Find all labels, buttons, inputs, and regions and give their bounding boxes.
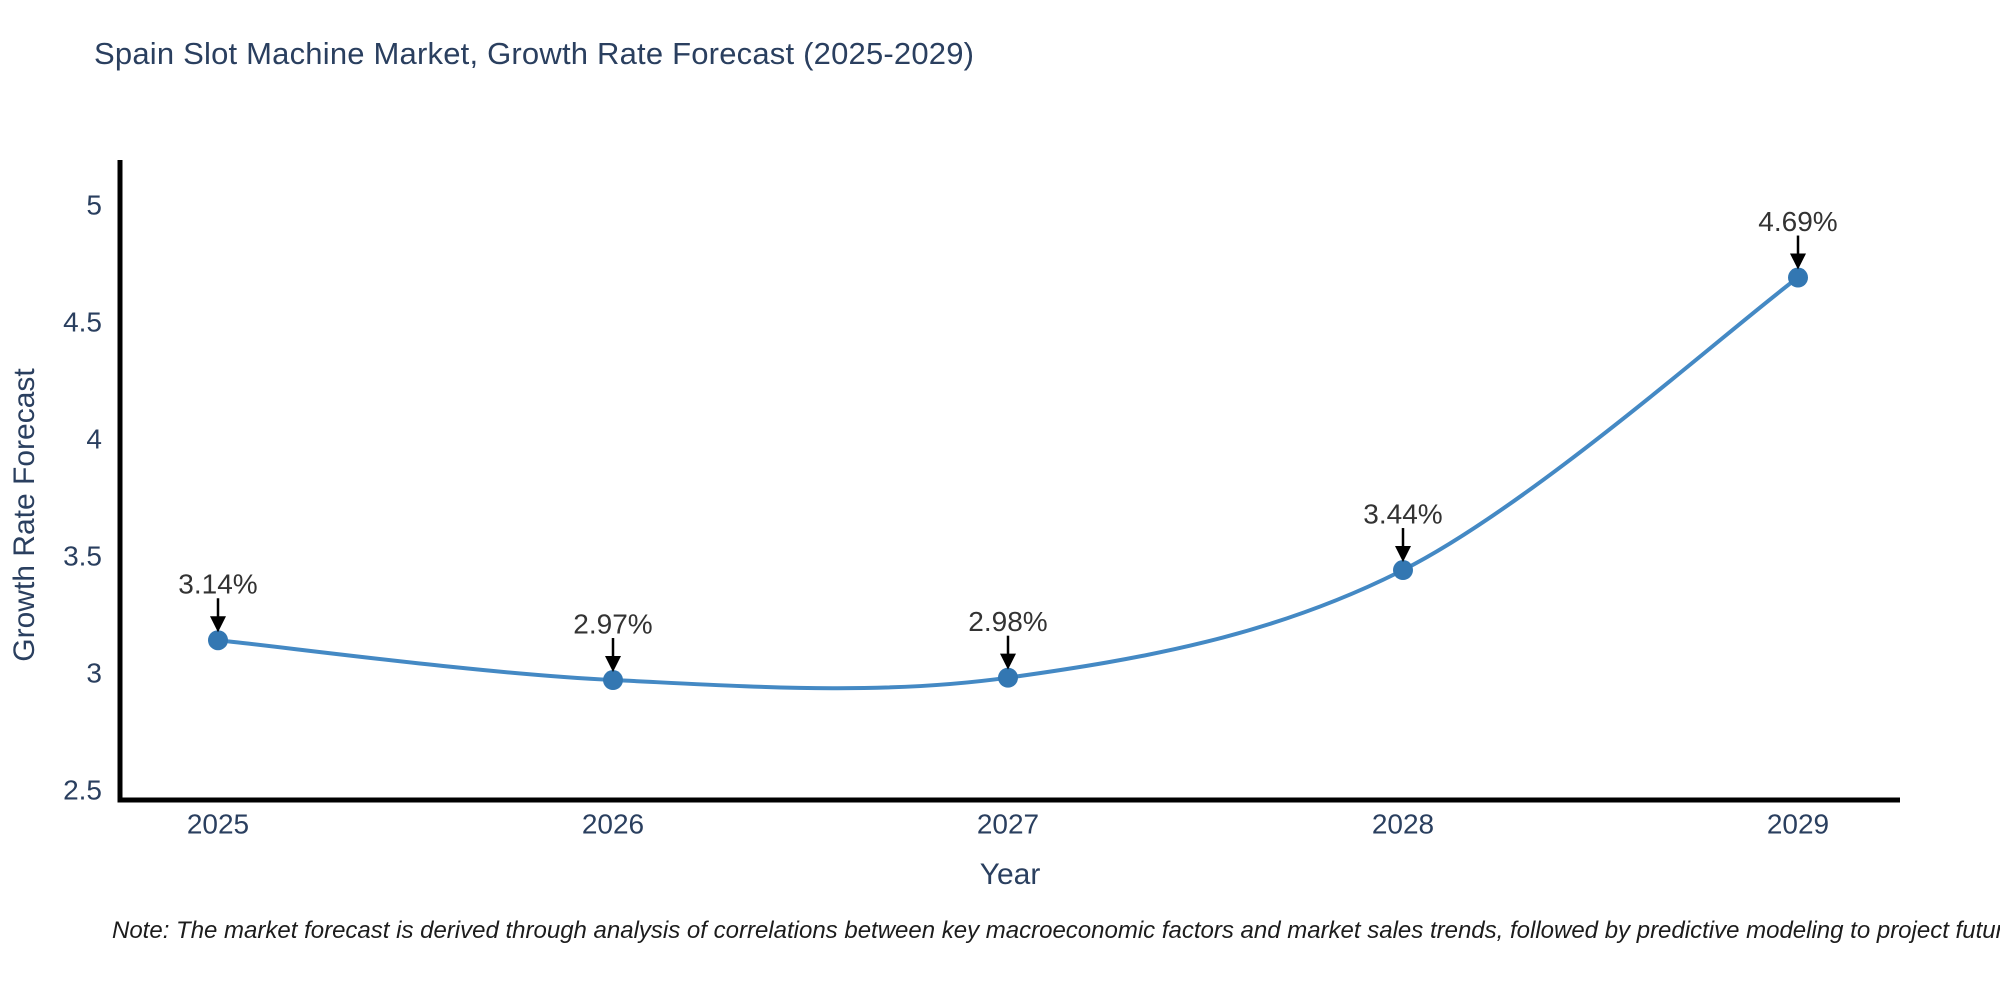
annotation-arrowhead <box>1395 546 1411 563</box>
y-tick-label: 2.5 <box>63 775 102 806</box>
data-point-marker <box>1393 560 1413 581</box>
point-annotation: 2.98% <box>968 606 1047 637</box>
x-axis-title: Year <box>979 858 1041 891</box>
point-annotation: 3.44% <box>1363 499 1442 530</box>
data-point-marker <box>1788 267 1808 288</box>
point-annotation: 4.69% <box>1758 206 1837 237</box>
annotation-arrowhead <box>1790 253 1806 270</box>
point-annotation: 3.14% <box>178 569 257 600</box>
x-tick-label: 2029 <box>1767 809 1829 840</box>
chart-title: Spain Slot Machine Market, Growth Rate F… <box>94 36 975 71</box>
y-tick-label: 4.5 <box>63 307 102 338</box>
annotation-arrowhead <box>605 656 621 673</box>
annotation-arrowhead <box>1000 653 1016 670</box>
point-annotation: 2.97% <box>573 609 652 640</box>
footnote: Note: The market forecast is derived thr… <box>112 917 2000 944</box>
data-point-marker <box>208 630 228 651</box>
data-point-marker <box>603 670 623 691</box>
y-tick-label: 3.5 <box>63 541 102 572</box>
data-point-marker <box>998 667 1018 688</box>
annotation-arrowhead <box>210 616 226 633</box>
y-tick-label: 4 <box>86 424 102 455</box>
x-tick-label: 2026 <box>582 809 644 840</box>
x-tick-label: 2028 <box>1372 809 1434 840</box>
x-tick-label: 2025 <box>187 809 249 840</box>
x-tick-label: 2027 <box>977 809 1039 840</box>
y-tick-label: 5 <box>86 190 102 221</box>
y-tick-label: 3 <box>86 658 102 689</box>
data-line <box>217 275 1800 691</box>
